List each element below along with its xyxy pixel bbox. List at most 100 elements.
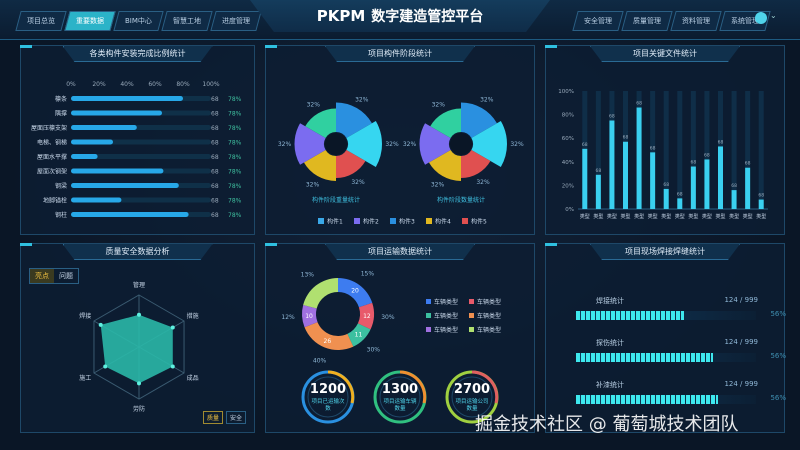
weld-count: 124 / 999 [724, 296, 758, 304]
legend-label: 车辆类型 [477, 312, 501, 320]
legend-swatch [469, 327, 474, 332]
percent-label: 78% [228, 125, 242, 132]
legend-swatch [462, 218, 468, 224]
docs-panel: 项目关键文件统计 0% 20% 40% 60% 80% 100% 68 类型 68 类型 68 类型 6… [545, 45, 785, 235]
bar [623, 141, 628, 209]
watermark: 掘金技术社区 @ 葡萄城技术团队 [475, 414, 739, 435]
nav-tab[interactable]: 重要数据 [64, 11, 116, 31]
radar-point [170, 364, 175, 369]
panel-title: 质量安全数据分析 [62, 244, 213, 260]
rose-slice [346, 121, 382, 167]
weld-progress-fill [576, 311, 684, 320]
bar [663, 188, 669, 209]
bar [582, 148, 588, 209]
bar-track [690, 91, 696, 209]
tab-highlights[interactable]: 亮点 [30, 269, 54, 283]
weld-panel: 项目现场焊接焊缝统计 焊接统计 124 / 999 56% 探伤统计 124 / 999… [545, 243, 786, 433]
panel-title: 项目现场焊接焊缝统计 [590, 244, 740, 260]
slice-value: 20 [351, 288, 359, 295]
rose-slice [419, 123, 451, 165]
chevron-down-icon[interactable]: ⌄ [770, 11, 777, 20]
gauge-value: 1200 [309, 382, 347, 397]
nav-tab-label: BIM中心 [125, 17, 152, 25]
rose-slice [305, 108, 336, 138]
stat-gauge: 1300 项目运输车辆数量 [372, 369, 428, 425]
legend-safety[interactable]: 安全 [225, 411, 246, 424]
radar-axis-label: 劳防 [133, 405, 145, 413]
user-avatar-icon[interactable] [755, 12, 767, 24]
bar [704, 159, 710, 209]
nav-tab[interactable]: BIM中心 [113, 11, 164, 31]
quality-tabs: 亮点 问题 [29, 268, 79, 284]
category-label: 类型 [580, 213, 590, 220]
bar [71, 96, 183, 101]
bar [71, 139, 113, 145]
bar [609, 120, 615, 209]
slice-percent: 13% [301, 271, 315, 278]
stage-rose-charts: 32% 32% 32% 32% 32% 32% 构件阶段重量统计 32% 32% 32% 32% 32… [278, 96, 524, 226]
nav-tab[interactable]: 进度管理 [210, 11, 262, 31]
legend-swatch [318, 218, 324, 224]
nav-tab[interactable]: 智慧工地 [161, 11, 213, 31]
radar-axis-label: 措施 [187, 312, 199, 320]
data-label: 68 [677, 191, 683, 197]
data-label: 68 [609, 114, 615, 120]
tab-issues[interactable]: 问题 [59, 272, 73, 280]
data-label: 68 [704, 152, 710, 158]
weld-stat: 补漆统计 124 / 999 56% [576, 380, 786, 404]
bar-track [745, 91, 751, 209]
slice-percent: 15% [361, 271, 375, 278]
category-label: 钢柱 [55, 211, 67, 219]
radar-area [100, 314, 173, 384]
radar-point [103, 364, 108, 369]
count-label: 68 [211, 198, 219, 205]
radar-axis-label: 成品 [187, 374, 199, 382]
nav-tab[interactable]: 资料管理 [670, 11, 722, 31]
category-label: 类型 [648, 213, 658, 220]
bar [745, 167, 751, 209]
bar [636, 107, 642, 209]
radar-point [137, 312, 141, 317]
category-label: 类型 [756, 213, 766, 220]
radar-point [137, 381, 141, 386]
data-label: 68 [663, 182, 669, 188]
gauge-label: 项目运输公司数量 [455, 399, 489, 412]
category-label: 屋面次钢架 [37, 168, 67, 176]
rose-slice [461, 150, 491, 178]
gauge-label: 项目运输车辆数量 [383, 399, 417, 412]
slice-percent: 12% [281, 314, 295, 321]
rose-slice [461, 102, 497, 138]
radar-point [98, 322, 103, 327]
radar-axis-label: 管理 [133, 281, 145, 289]
legend-label: 车辆类型 [477, 298, 501, 306]
category-label: 类型 [688, 213, 698, 220]
data-label: 68 [650, 145, 656, 151]
data-label: 68 [636, 101, 642, 107]
percent-label: 78% [228, 183, 242, 190]
rose-slice [336, 102, 372, 138]
gauge-value: 2700 [453, 382, 491, 397]
rose-slice [303, 150, 336, 181]
category-label: 钢梁 [55, 182, 67, 190]
stat-gauge: 2700 项目运输公司数量 [444, 369, 500, 425]
bar [71, 183, 179, 188]
panel-title: 各类构件安装完成比例统计 [62, 46, 213, 62]
weld-percent: 56% [770, 352, 786, 360]
gauge-label: 项目已运输次数 [311, 399, 345, 412]
legend-quality[interactable]: 质量 [202, 411, 223, 424]
y-tick-label: 100% [558, 89, 574, 95]
nav-tab[interactable]: 质量管理 [621, 11, 673, 31]
weld-progress-fill [576, 353, 713, 362]
install-bar-chart: 0% 20% 40% 60% 80% 100% 檩条 68 78% 隅撑 68 78% 屋面压檩支架 68… [31, 81, 242, 219]
category-label: 檩条 [55, 95, 67, 103]
nav-tab[interactable]: 安全管理 [572, 11, 624, 31]
rose-slice [430, 108, 461, 138]
slice-value: 26 [324, 338, 332, 345]
stat-gauge: 1200 项目已运输次数 [300, 369, 356, 425]
x-tick-label: 40% [120, 81, 134, 88]
legend-label: 构件3 [399, 218, 415, 226]
percent-label: 78% [228, 140, 242, 147]
nav-tab[interactable]: 项目总览 [15, 11, 67, 31]
percent-label: 78% [228, 212, 242, 219]
percent-label: 78% [228, 154, 242, 161]
